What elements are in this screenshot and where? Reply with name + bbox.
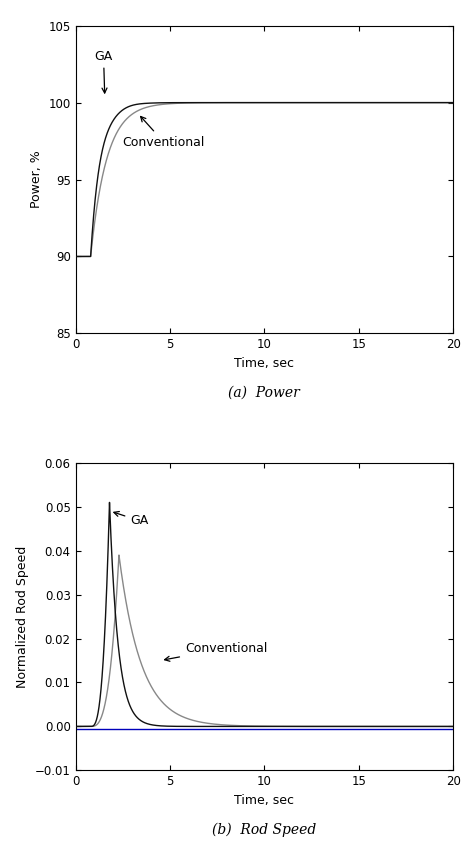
Text: (a)  Power: (a) Power	[228, 386, 300, 400]
X-axis label: Time, sec: Time, sec	[234, 357, 295, 370]
Y-axis label: Power, %: Power, %	[30, 151, 43, 208]
Text: GA: GA	[94, 50, 113, 93]
Text: GA: GA	[114, 512, 149, 527]
Y-axis label: Normalized Rod Speed: Normalized Rod Speed	[16, 545, 29, 687]
X-axis label: Time, sec: Time, sec	[234, 794, 295, 807]
Text: (b)  Rod Speed: (b) Rod Speed	[212, 823, 316, 837]
Text: Conventional: Conventional	[123, 116, 205, 149]
Text: Conventional: Conventional	[165, 642, 268, 662]
